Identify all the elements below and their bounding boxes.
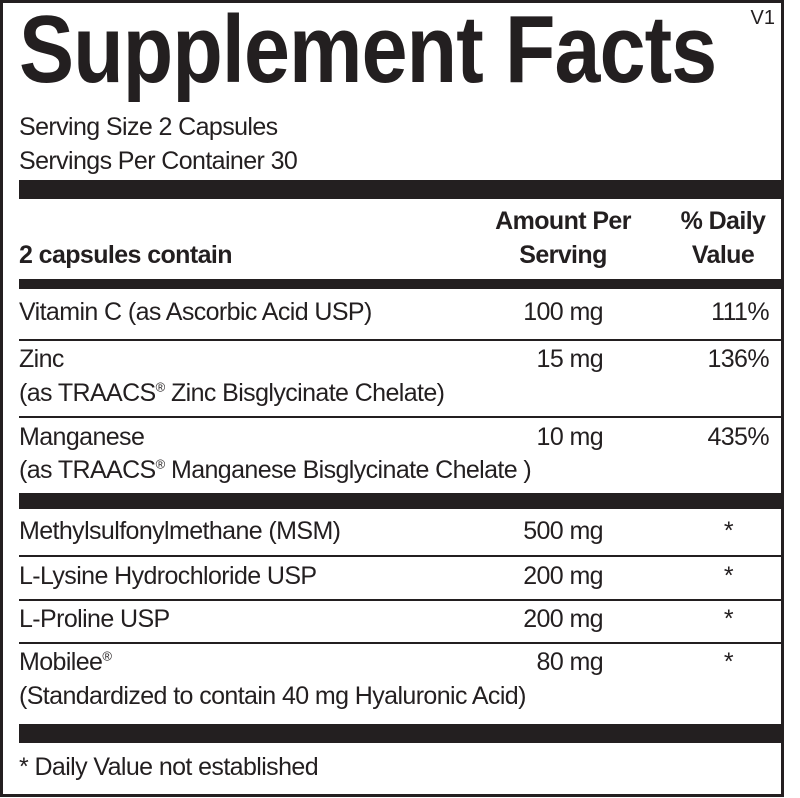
row-divider (19, 416, 781, 418)
ingredient-amount: 200 mg (523, 605, 603, 633)
ingredient-amount: 500 mg (523, 517, 603, 545)
ingredient-amount: 80 mg (536, 648, 604, 676)
version-label: V1 (750, 7, 775, 29)
thick-divider (19, 493, 781, 509)
nutrient-dv: 136% (707, 345, 769, 373)
ingredient-dv: * (723, 605, 734, 633)
nutrient-name: Manganese (19, 423, 145, 451)
dv-header-2: Value (691, 241, 755, 269)
row-divider (19, 555, 781, 557)
servings-per-container: Servings Per Container 30 (19, 147, 298, 175)
nutrient-source: (as TRAACS® Zinc Bisglycinate Chelate) (19, 379, 445, 407)
ingredient-amount: 200 mg (523, 562, 603, 590)
supplement-facts-panel: Supplement Facts V1 Serving Size 2 Capsu… (0, 0, 784, 797)
ingredient-source: (Standardized to contain 40 mg Hyaluroni… (19, 682, 526, 710)
ingredient-dv: * (723, 517, 734, 545)
dv-header-1: % Daily (680, 207, 766, 235)
ingredient-name: L-Proline USP (19, 605, 170, 633)
amount-header-2: Serving (519, 241, 607, 269)
row-divider (19, 599, 781, 601)
nutrient-amount: 15 mg (536, 345, 604, 373)
thick-divider (19, 180, 781, 199)
row-divider (19, 339, 781, 341)
nutrient-dv: 435% (707, 423, 769, 451)
ingredient-dv: * (723, 648, 734, 676)
nutrient-source: (as TRAACS® Manganese Bisglycinate Chela… (19, 456, 532, 484)
nutrient-name: Zinc (19, 345, 64, 373)
row-divider (19, 642, 781, 644)
contains-header: 2 capsules contain (19, 241, 233, 269)
ingredient-name: Mobilee® (19, 648, 112, 676)
nutrient-dv: 111% (711, 298, 769, 326)
ingredient-name: L-Lysine Hydrochloride USP (19, 562, 317, 590)
serving-size: Serving Size 2 Capsules (19, 113, 278, 141)
nutrient-name: Vitamin C (as Ascorbic Acid USP) (19, 298, 372, 326)
footnote: * Daily Value not established (19, 753, 319, 781)
title: Supplement Facts (19, 0, 717, 103)
ingredient-name: Methylsulfonylmethane (MSM) (19, 517, 341, 545)
nutrient-amount: 10 mg (536, 423, 604, 451)
amount-header-1: Amount Per (495, 207, 631, 235)
ingredient-dv: * (723, 562, 734, 590)
medium-divider (19, 279, 781, 289)
thick-divider (19, 724, 781, 743)
nutrient-amount: 100 mg (523, 298, 603, 326)
